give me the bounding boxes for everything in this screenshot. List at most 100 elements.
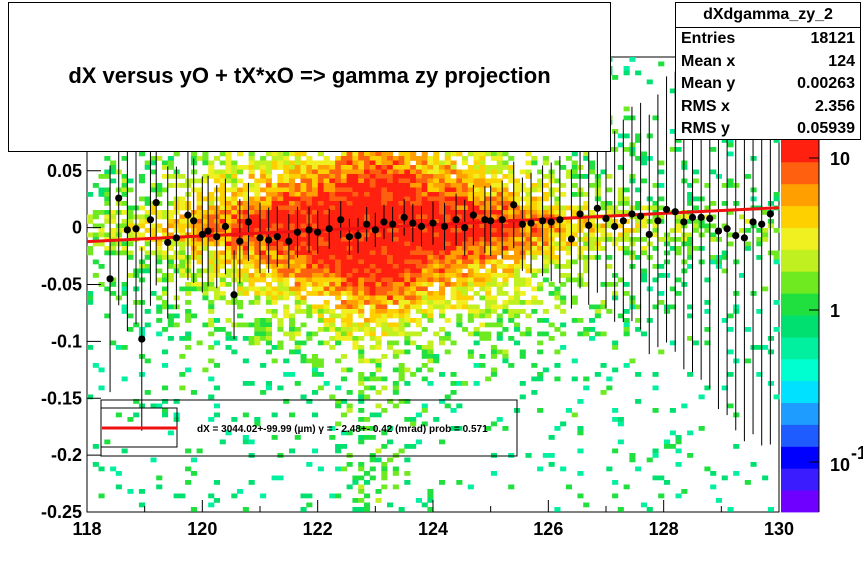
heatmap-cell (387, 282, 394, 287)
heatmap-cell (456, 205, 463, 211)
heatmap-cell (427, 187, 434, 193)
heatmap-cell (283, 264, 290, 269)
heatmap-cell (421, 277, 428, 283)
heatmap-cell (640, 277, 647, 283)
heatmap-cell (410, 304, 417, 310)
heatmap-cell (254, 300, 261, 305)
heatmap-cell (433, 214, 440, 220)
heatmap-cell (323, 192, 330, 197)
heatmap-cell (640, 502, 647, 508)
heatmap-cell (490, 471, 497, 476)
heatmap-cell (404, 273, 411, 278)
heatmap-cell (190, 151, 197, 157)
heatmap-cell (156, 210, 163, 215)
heatmap-cell (179, 336, 186, 341)
heatmap-cell (398, 241, 405, 247)
heatmap-cell (617, 421, 624, 427)
heatmap-cell (98, 466, 105, 472)
heatmap-cell (323, 219, 330, 224)
heatmap-cell (479, 286, 486, 292)
profile-point (190, 217, 198, 225)
heatmap-cell (254, 259, 261, 265)
heatmap-cell (421, 327, 428, 332)
heatmap-cell (560, 223, 567, 229)
heatmap-cell (179, 246, 186, 251)
heatmap-cell (127, 210, 134, 215)
heatmap-cell (369, 327, 376, 332)
heatmap-cell (490, 354, 497, 359)
profile-point (265, 236, 273, 244)
heatmap-cell (727, 232, 734, 238)
heatmap-cell (173, 493, 180, 499)
heatmap-cell (421, 421, 428, 427)
heatmap-cell (479, 165, 486, 170)
heatmap-cell (502, 246, 509, 251)
heatmap-cell (364, 183, 371, 188)
heatmap-cell (156, 484, 163, 490)
heatmap-cell (381, 246, 388, 251)
heatmap-cell (219, 282, 226, 287)
heatmap-cell (594, 313, 601, 319)
heatmap-cell (156, 228, 163, 233)
heatmap-cell (525, 331, 532, 337)
heatmap-cell (433, 210, 440, 215)
stats-row-rms-x: RMS x 2.356 (676, 96, 860, 119)
heatmap-cell (271, 295, 278, 301)
heatmap-cell (514, 277, 521, 283)
heatmap-cell (352, 223, 359, 229)
heatmap-cell (219, 250, 226, 256)
heatmap-cell (352, 277, 359, 283)
heatmap-cell (479, 156, 486, 161)
profile-point (389, 220, 397, 228)
heatmap-cell (542, 223, 549, 229)
heatmap-cell (358, 165, 365, 170)
heatmap-cell (410, 187, 417, 193)
heatmap-cell (237, 313, 244, 319)
heatmap-cell (329, 178, 336, 184)
heatmap-cell (340, 466, 347, 472)
heatmap-cell (213, 318, 220, 323)
heatmap-cell (606, 205, 613, 211)
heatmap-cell (635, 156, 642, 161)
heatmap-cell (231, 178, 238, 184)
heatmap-cell (196, 286, 203, 292)
heatmap-cell (283, 151, 290, 157)
profile-point (293, 228, 302, 236)
heatmap-cell (173, 151, 180, 157)
heatmap-cell (502, 201, 509, 206)
heatmap-cell (450, 228, 457, 233)
heatmap-cell (254, 223, 261, 229)
heatmap-cell (496, 273, 503, 278)
heatmap-cell (387, 241, 394, 247)
heatmap-cell (329, 250, 336, 256)
heatmap-cell (525, 232, 532, 238)
heatmap-cell (496, 250, 503, 256)
heatmap-cell (340, 192, 347, 197)
heatmap-cell (381, 178, 388, 184)
heatmap-cell (565, 264, 572, 269)
heatmap-cell (150, 156, 157, 161)
heatmap-cell (323, 300, 330, 305)
heatmap-cell (439, 219, 446, 224)
profile-point (380, 218, 388, 226)
heatmap-cell (294, 295, 301, 301)
heatmap-cell (289, 336, 296, 341)
heatmap-cell (704, 340, 711, 346)
heatmap-cell (439, 187, 446, 193)
heatmap-cell (346, 462, 353, 467)
heatmap-cell (121, 309, 128, 314)
heatmap-cell (456, 196, 463, 202)
heatmap-cell (375, 241, 382, 247)
heatmap-cell (208, 210, 215, 215)
heatmap-cell (254, 318, 261, 323)
heatmap-cell (294, 264, 301, 269)
heatmap-cell (404, 169, 411, 175)
heatmap-cell (110, 214, 117, 220)
heatmap-cell (554, 214, 561, 220)
heatmap-cell (496, 201, 503, 206)
heatmap-cell (606, 376, 613, 382)
heatmap-cell (340, 430, 347, 436)
heatmap-cell (427, 282, 434, 287)
heatmap-cell (312, 363, 319, 368)
heatmap-cell (444, 165, 451, 170)
